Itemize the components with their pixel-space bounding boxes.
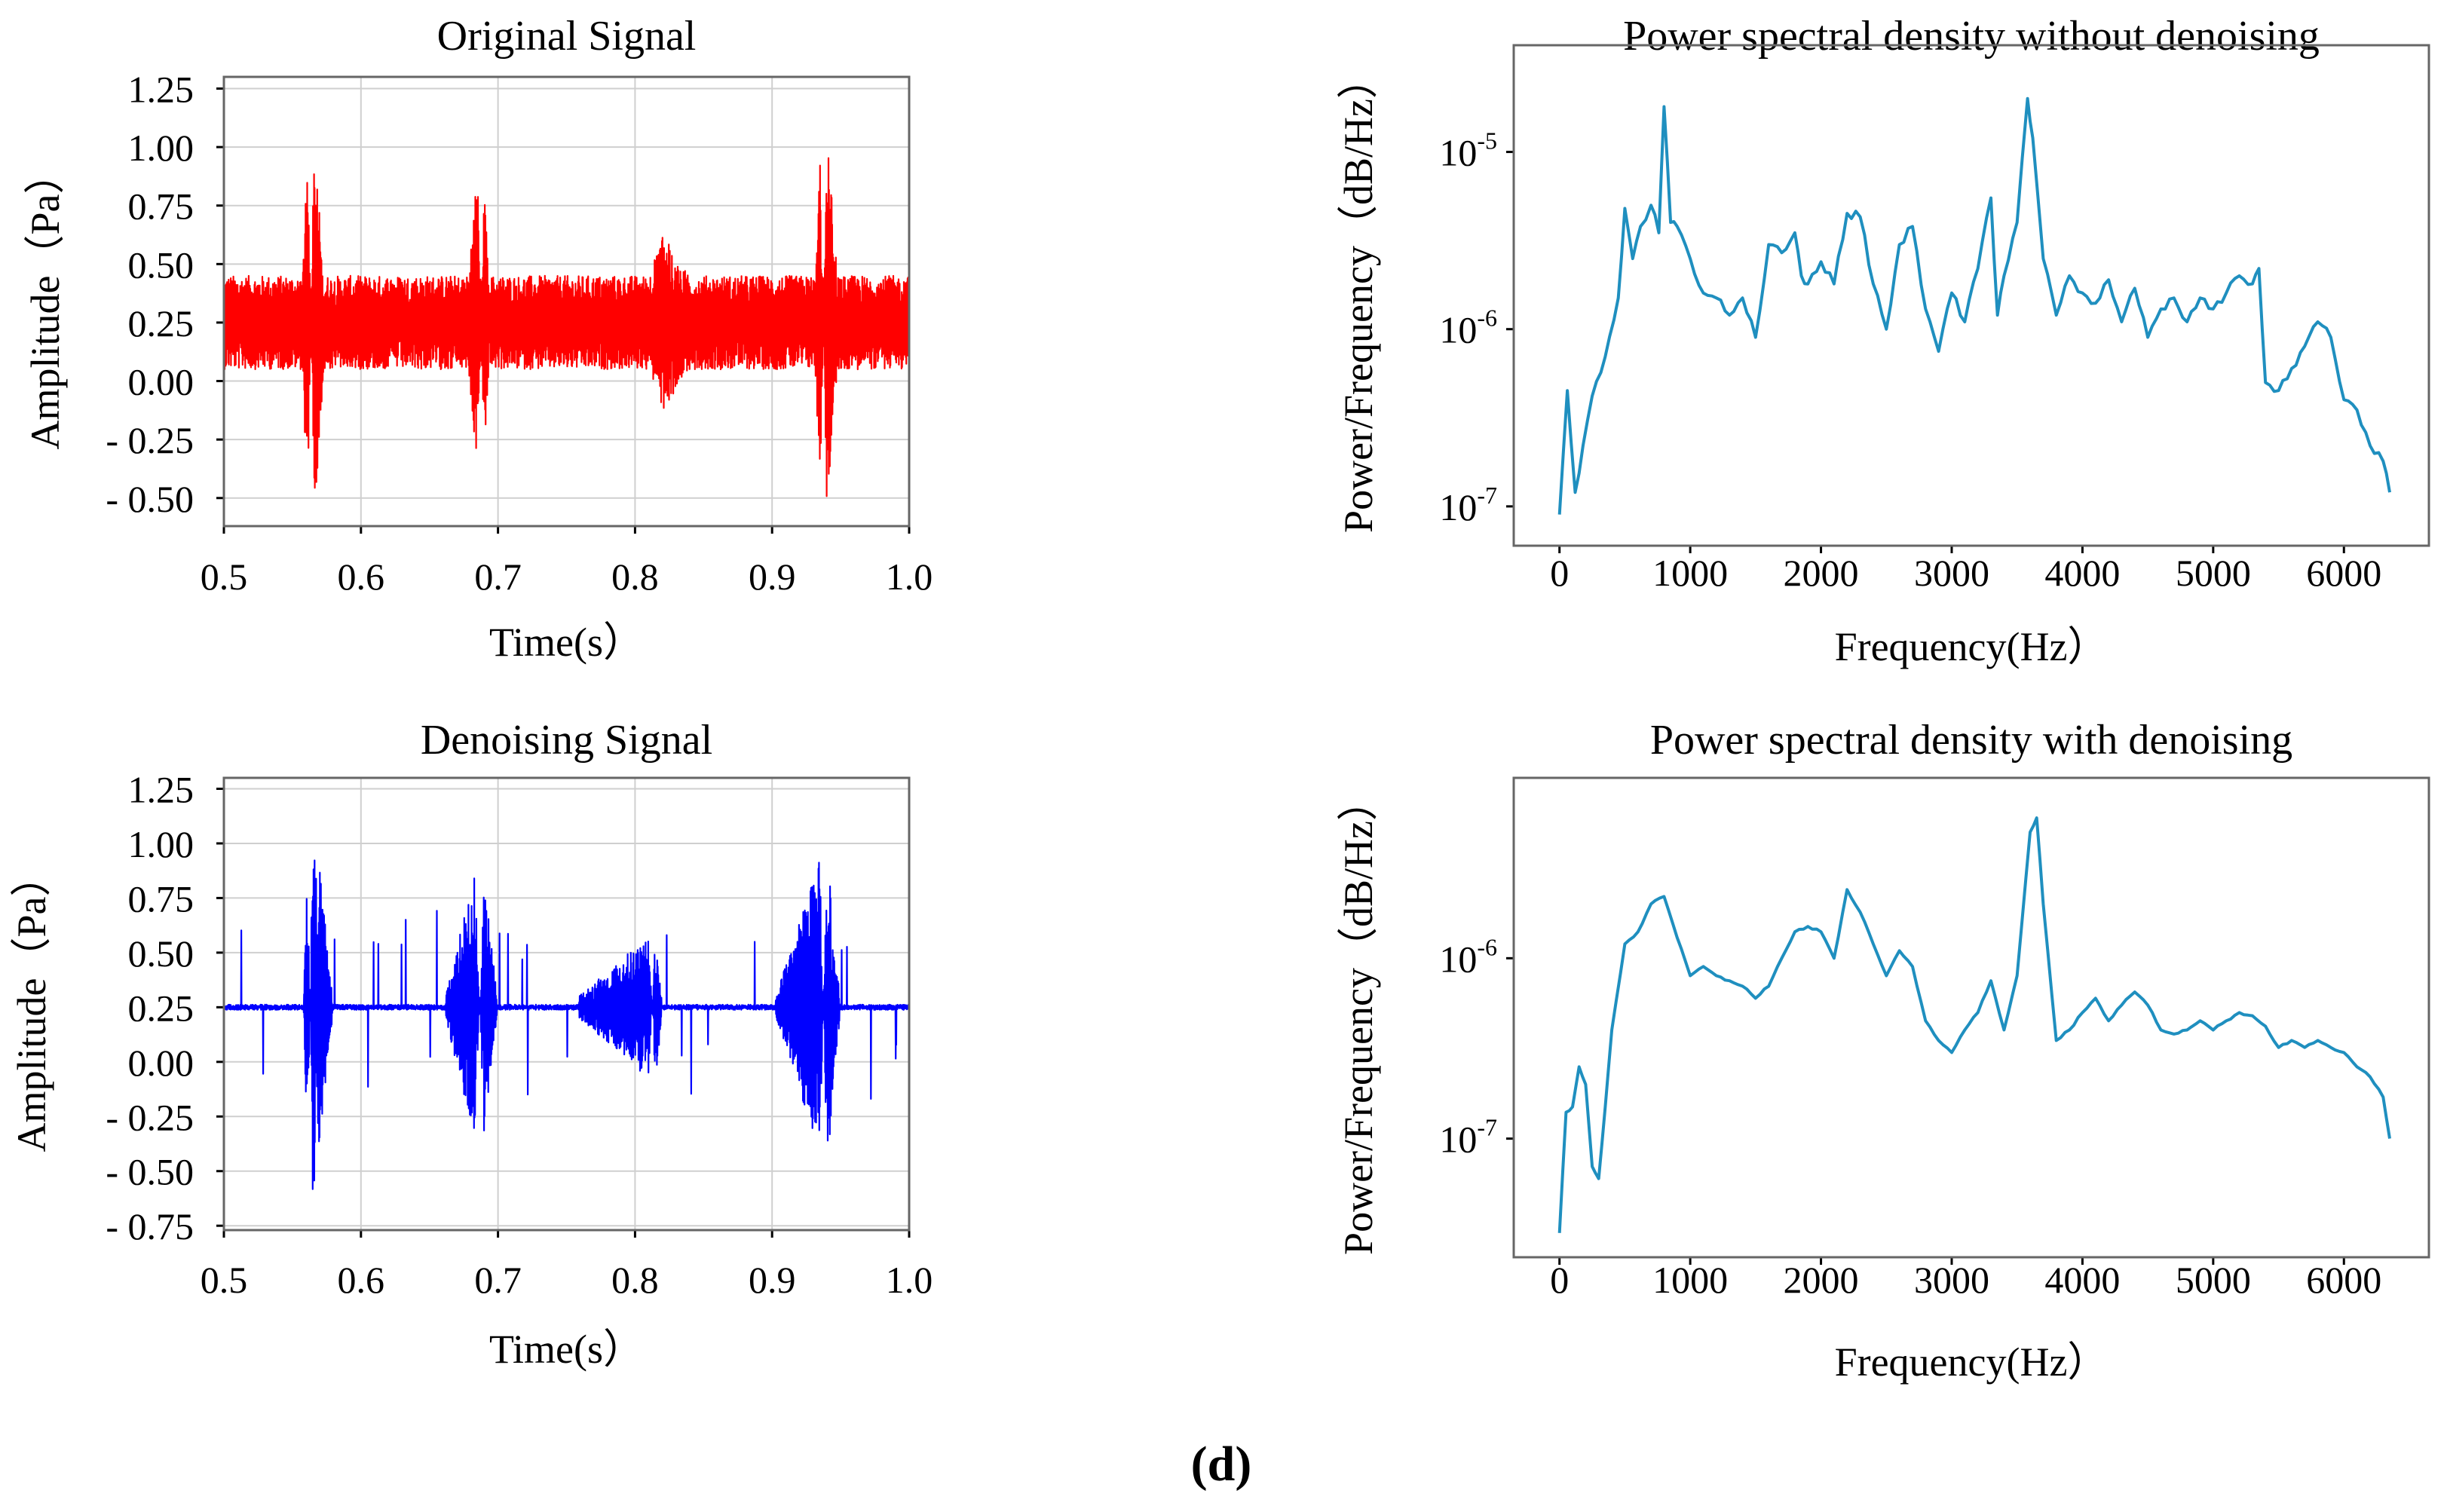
- plot-frame: [1512, 44, 2430, 547]
- y-axis-label: Amplitude（Pa）: [23, 154, 68, 450]
- psd-series-line: [1557, 96, 2391, 515]
- x-tick-label: 0.6: [338, 556, 385, 598]
- x-tick-label: 1000: [1652, 1259, 1728, 1301]
- x-tick-label: 1.0: [886, 1259, 933, 1301]
- y-tick-label: 10-7: [1439, 482, 1497, 528]
- y-tick-label: 1.25: [128, 69, 194, 111]
- chart-title: Denoising Signal: [421, 717, 712, 764]
- y-tick-label: 0.25: [128, 302, 194, 344]
- x-axis-label: Time(s）: [489, 1327, 644, 1372]
- y-tick-label: - 0.75: [106, 1205, 194, 1247]
- x-tick-label: 4000: [2044, 1259, 2120, 1301]
- x-tick-label: 0.9: [749, 556, 796, 598]
- x-tick-label: 0.6: [338, 1259, 385, 1301]
- x-tick-label: 3000: [1914, 1259, 1989, 1301]
- y-tick-label: 0.25: [128, 987, 194, 1029]
- y-tick-label: 10-7: [1439, 1114, 1497, 1161]
- y-tick-label: 0.50: [128, 932, 194, 975]
- y-tick-label: 0.75: [128, 185, 194, 228]
- x-tick-label: 0.8: [611, 1259, 659, 1301]
- y-axis-label: Power/Frequency（dB/Hz）: [1336, 780, 1381, 1255]
- x-tick-label: 5000: [2176, 552, 2251, 594]
- chart-panel-1: Original Signal 0.5 0.6 0.7 0.8 0.9 1.0 - 0.50 -…: [23, 13, 933, 665]
- y-tick-label: 10-6: [1439, 305, 1497, 351]
- plot-frame: [222, 75, 911, 528]
- y-axis-label: Amplitude（Pa）: [9, 856, 54, 1152]
- x-tick-label: 0: [1550, 552, 1569, 594]
- y-tick-label: 1.00: [128, 823, 194, 865]
- x-tick-label: 3000: [1914, 552, 1989, 594]
- y-axis-label: Power/Frequency（dB/Hz）: [1336, 58, 1381, 533]
- x-axis-label: Frequency(Hz）: [1835, 1339, 2109, 1385]
- x-tick-label: 0.7: [474, 1259, 522, 1301]
- x-tick-label: 0.7: [474, 556, 522, 598]
- x-tick-label: 0.5: [201, 556, 248, 598]
- x-tick-label: 1000: [1652, 552, 1728, 594]
- y-tick-label: 10-6: [1439, 933, 1497, 980]
- chart-panel-2: Power spectral density without denoising…: [1336, 13, 2430, 669]
- x-axis-label: Frequency(Hz）: [1835, 624, 2109, 669]
- x-tick-label: 5000: [2176, 1259, 2251, 1301]
- x-tick-label: 0.5: [201, 1259, 248, 1301]
- chart-title: Original Signal: [437, 13, 697, 60]
- x-tick-label: 0: [1550, 1259, 1569, 1301]
- y-tick-label: 0.00: [128, 1042, 194, 1084]
- y-tick-label: 10-5: [1439, 127, 1497, 174]
- figure-caption: (d): [1190, 1437, 1252, 1492]
- y-tick-label: 1.00: [128, 127, 194, 169]
- signal-series-line: [222, 859, 911, 1190]
- y-tick-label: 1.25: [128, 768, 194, 810]
- chart-title: Power spectral density with denoising: [1650, 717, 2292, 764]
- x-tick-label: 6000: [2306, 1259, 2381, 1301]
- y-tick-label: 0.00: [128, 361, 194, 403]
- y-tick-label: 0.50: [128, 243, 194, 286]
- plot-frame: [1512, 776, 2430, 1259]
- chart-panel-4: Power spectral density with denoising 0 10…: [1336, 717, 2430, 1385]
- chart-title: Power spectral density without denoising: [1623, 13, 2320, 60]
- x-tick-label: 0.9: [749, 1259, 796, 1301]
- x-tick-label: 1.0: [886, 556, 933, 598]
- y-tick-label: - 0.25: [106, 419, 194, 461]
- plot-frame: [222, 776, 911, 1232]
- x-tick-label: 2000: [1784, 1259, 1859, 1301]
- x-tick-label: 2000: [1784, 552, 1859, 594]
- signal-series-line: [222, 157, 911, 497]
- y-tick-label: 0.75: [128, 877, 194, 920]
- x-tick-label: 0.8: [611, 556, 659, 598]
- y-tick-label: - 0.50: [106, 1151, 194, 1193]
- x-axis-label: Time(s）: [489, 620, 644, 665]
- x-tick-label: 4000: [2044, 552, 2120, 594]
- y-tick-label: - 0.50: [106, 478, 194, 520]
- chart-panel-3: Denoising Signal 0.5 0.6 0.7 0.8 0.9 1.0 - 0.75…: [9, 717, 933, 1372]
- psd-series-line: [1557, 816, 2391, 1233]
- y-tick-label: - 0.25: [106, 1096, 194, 1138]
- x-tick-label: 6000: [2306, 552, 2381, 594]
